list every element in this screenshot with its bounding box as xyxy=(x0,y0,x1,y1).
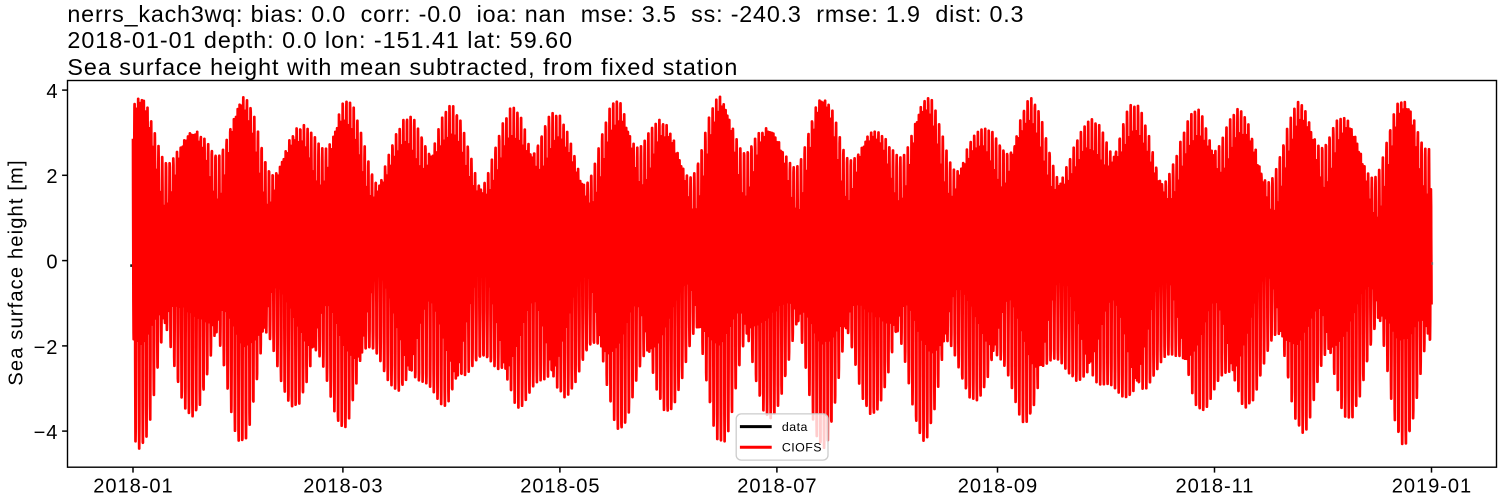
svg-text:2019-01: 2019-01 xyxy=(1392,475,1472,497)
svg-text:2018-01: 2018-01 xyxy=(93,475,173,497)
svg-text:2: 2 xyxy=(46,166,58,188)
svg-text:2018-05: 2018-05 xyxy=(520,475,600,497)
svg-text:Sea surface height [m]: Sea surface height [m] xyxy=(6,159,28,385)
svg-text:0: 0 xyxy=(46,252,58,274)
svg-text:data: data xyxy=(782,420,808,434)
svg-text:−4: −4 xyxy=(34,422,59,444)
svg-text:CIOFS: CIOFS xyxy=(782,441,822,455)
svg-text:2018-07: 2018-07 xyxy=(737,475,817,497)
svg-text:−2: −2 xyxy=(34,337,59,359)
svg-text:2018-09: 2018-09 xyxy=(958,475,1038,497)
svg-text:2018-11: 2018-11 xyxy=(1176,475,1255,497)
svg-text:2018-03: 2018-03 xyxy=(303,475,383,497)
svg-text:4: 4 xyxy=(46,81,58,103)
